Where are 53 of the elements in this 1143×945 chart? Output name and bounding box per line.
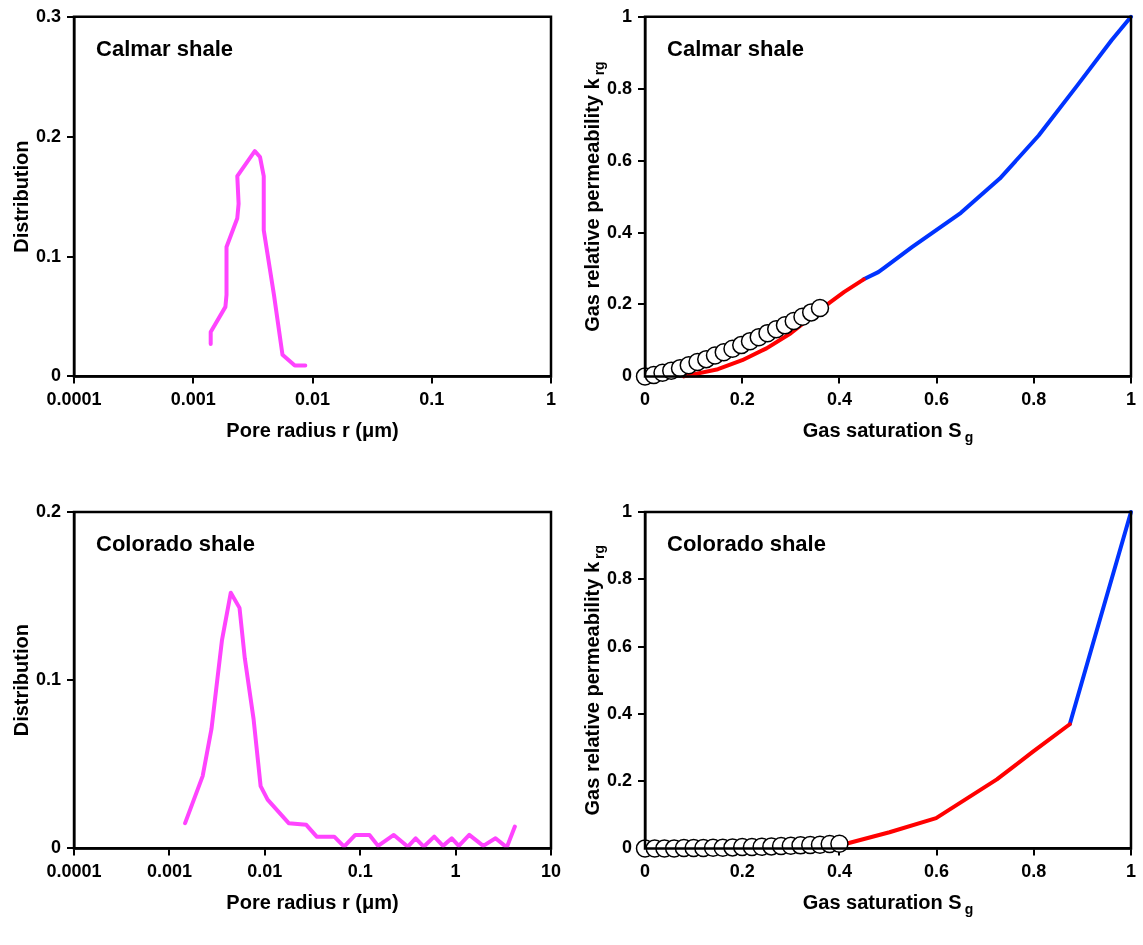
- y-tick-label: 0.2: [35, 500, 62, 521]
- x-tick-label: 0.2: [729, 389, 755, 410]
- y-axis-title: Distribution: [9, 140, 32, 253]
- y-axis-title: Gas relative permeability krg: [580, 544, 607, 816]
- point: [810, 298, 830, 318]
- x-tick-label: 0.001: [170, 389, 216, 410]
- y-tick-label: 0.2: [35, 125, 62, 146]
- y-tick-label: 0.4: [606, 702, 633, 723]
- y-tick-label: 1: [622, 5, 633, 26]
- text: Calmar shale: [667, 35, 804, 61]
- x-tick-label: 0.4: [826, 389, 852, 410]
- y-tick-label: 0.6: [606, 635, 633, 656]
- y-tick-label: 0.2: [606, 293, 633, 314]
- x-tick-label: 0.1: [419, 389, 445, 410]
- x-tick-label: 1: [1125, 389, 1136, 410]
- x-tick-label: 10: [540, 861, 562, 882]
- x-axis-title: Pore radius r (μm): [226, 890, 399, 913]
- y-tick-label: 0.8: [606, 77, 633, 98]
- x-tick-label: 0: [640, 861, 651, 882]
- y-tick-label: 0.8: [606, 568, 633, 589]
- x-tick-label: 0.0001: [46, 861, 102, 882]
- x-tick-label: 0.2: [729, 861, 755, 882]
- y-tick-label: 1: [622, 500, 633, 521]
- x-tick-label: 0.0001: [46, 389, 102, 410]
- y-tick-label: 0.1: [35, 245, 62, 266]
- text: Colorado shale: [667, 531, 826, 557]
- x-tick-label: 0.8: [1021, 389, 1047, 410]
- x-axis-title: Pore radius r (μm): [226, 418, 399, 441]
- x-tick-label: 1: [545, 389, 557, 410]
- x-tick-label: 1: [1125, 861, 1136, 882]
- x-tick-label: 0.1: [347, 861, 373, 882]
- text: Colorado shale: [96, 531, 255, 557]
- x-tick-label: 0.6: [924, 861, 950, 882]
- x-tick-label: 0.4: [826, 861, 852, 882]
- x-tick-label: 0.8: [1021, 861, 1047, 882]
- x-tick-label: 0.6: [924, 389, 950, 410]
- x-tick-label: 1: [450, 861, 461, 882]
- y-tick-label: 0.2: [606, 770, 633, 791]
- y-tick-label: 0.4: [606, 221, 633, 242]
- y-tick-label: 0.3: [35, 5, 62, 26]
- y-tick-label: 0: [51, 365, 62, 386]
- y-axis-title: Distribution: [9, 624, 32, 737]
- y-tick-label: 0: [51, 837, 62, 858]
- text: Calmar shale: [96, 35, 233, 61]
- y-tick-label: 0.6: [606, 149, 633, 170]
- y-tick-label: 0: [622, 365, 633, 386]
- x-tick-label: 0: [640, 389, 651, 410]
- x-tick-label: 0.01: [294, 389, 331, 410]
- x-tick-label: 0.001: [146, 861, 192, 882]
- y-axis-title: Gas relative permeability krg: [580, 61, 607, 332]
- y-tick-label: 0: [622, 837, 633, 858]
- y-tick-label: 0.1: [35, 669, 62, 690]
- x-tick-label: 0.01: [247, 861, 283, 882]
